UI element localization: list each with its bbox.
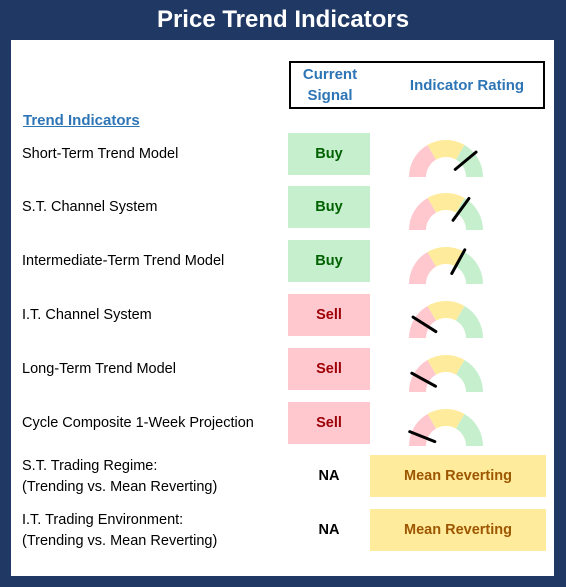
gauge-svg [408,409,483,446]
signal-badge: Buy [288,240,370,282]
gauge-needle [408,430,437,444]
regime-label-line1: I.T. Trading Environment: [22,512,184,528]
signal-badge: Sell [288,348,370,390]
gauge-buy-zone [456,413,483,446]
indicator-label: I.T. Channel System [22,307,152,323]
gauge-sell-zone [409,413,436,446]
regime-signal: NA [318,522,340,538]
rating-gauge [403,294,489,340]
indicator-label: Intermediate-Term Trend Model [22,253,225,269]
rating-gauge [403,402,489,448]
gauge-neutral-zone [427,140,465,160]
gauge-sell-zone [409,359,436,392]
gauge-buy-zone [456,305,483,338]
gauge-neutral-zone [427,355,465,375]
gauge-svg [409,247,483,284]
gauge-neutral-zone [427,301,465,321]
indicator-label: Long-Term Trend Model [22,361,176,377]
gauge-buy-zone [456,144,483,177]
regime-signal: NA [318,468,340,484]
indicator-panel: Current Signal Indicator Rating Trend In… [11,40,554,576]
current-signal-header-line1: Current [302,66,358,83]
indicator-label: Cycle Composite 1-Week Projection [22,415,254,431]
gauge-svg [409,140,483,177]
gauge-sell-zone [409,251,436,284]
regime-label-line1: S.T. Trading Regime: [22,458,158,474]
signal-badge: Sell [288,294,370,336]
gauge-svg [409,355,483,392]
gauge-neutral-zone [427,247,465,267]
regime-label: I.T. Trading Environment: (Trending vs. … [22,510,217,552]
indicator-label: Short-Term Trend Model [22,146,179,162]
regime-rating-badge: Mean Reverting [370,509,546,551]
regime-label-line2: (Trending vs. Mean Reverting) [22,533,218,549]
gauge-buy-zone [456,359,483,392]
indicator-rating-header: Indicator Rating [409,77,525,94]
signal-badge: Sell [288,402,370,444]
page-title: Price Trend Indicators [156,6,410,33]
gauge-buy-zone [456,251,483,284]
gauge-neutral-zone [427,193,465,213]
gauge-svg [409,193,483,230]
gauge-neutral-zone [427,409,465,429]
gauge-svg [409,301,483,338]
gauge-needle [410,371,437,388]
regime-rating-badge: Mean Reverting [370,455,546,497]
gauge-needle [450,248,467,275]
signal-badge: Buy [288,133,370,175]
rating-gauge [403,348,489,394]
current-signal-header-line2: Signal [307,87,353,104]
gauge-sell-zone [409,197,436,230]
header-box [289,61,545,109]
regime-label: S.T. Trading Regime: (Trending vs. Mean … [22,456,217,498]
indicator-label: S.T. Channel System [22,199,158,215]
gauge-sell-zone [409,144,436,177]
gauge-needle [451,196,471,222]
rating-gauge [403,186,489,232]
signal-badge: Buy [288,186,370,228]
rating-gauge [403,133,489,179]
gauge-needle [411,315,438,334]
regime-label-line2: (Trending vs. Mean Reverting) [22,479,218,495]
current-signal-header: Current Signal [289,64,371,106]
section-title: Trend Indicators [23,112,140,129]
gauge-needle [453,150,478,171]
rating-gauge [403,240,489,286]
